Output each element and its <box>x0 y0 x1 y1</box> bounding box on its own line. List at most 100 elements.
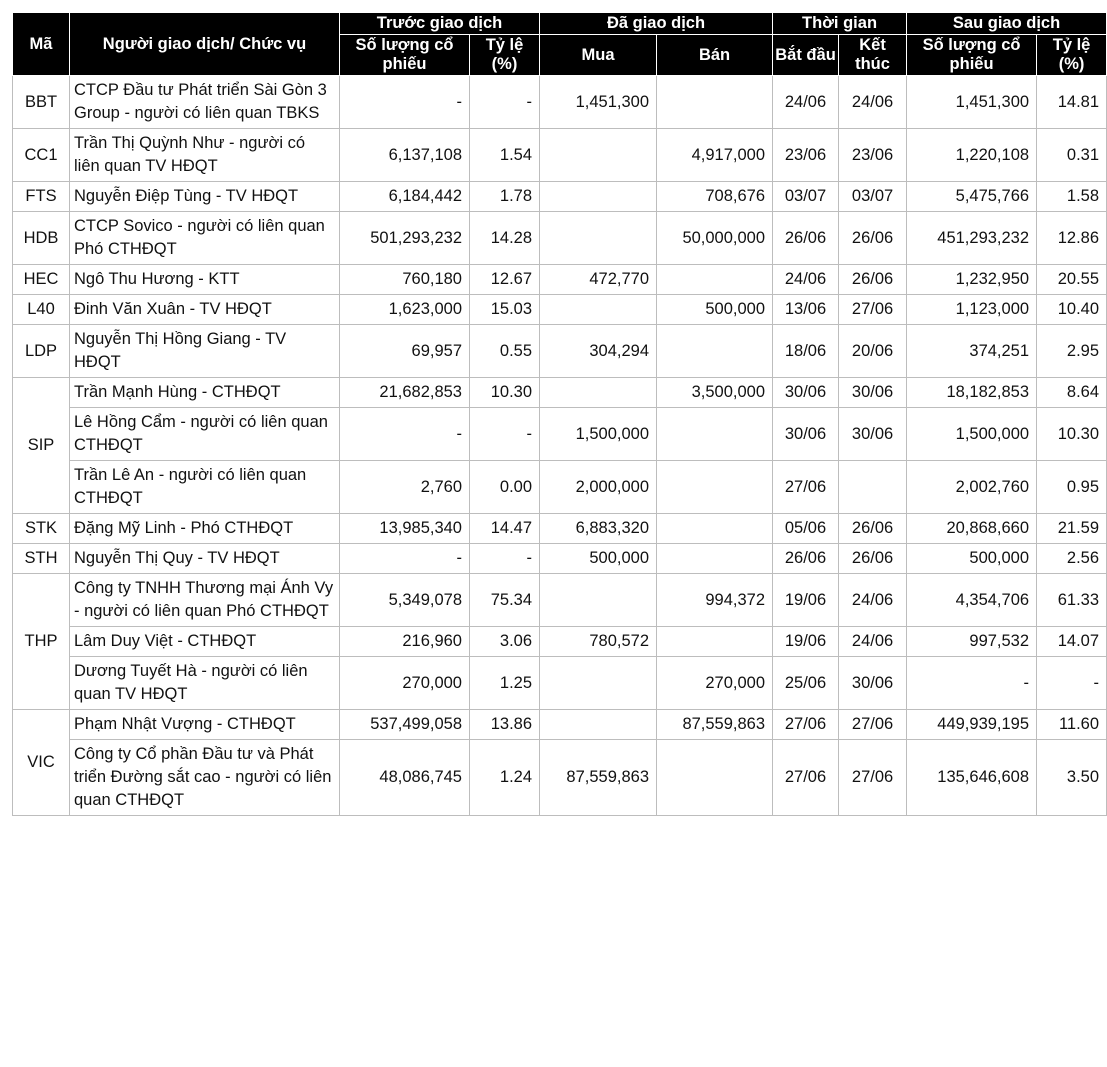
after-qty-cell: 449,939,195 <box>907 710 1037 740</box>
before-qty-cell: 6,137,108 <box>340 129 470 182</box>
before-ratio-cell: 0.00 <box>470 461 540 514</box>
end-date-cell: 26/06 <box>839 265 907 295</box>
start-date-cell: 24/06 <box>773 265 839 295</box>
person-cell: Trần Lê An - người có liên quan CTHĐQT <box>70 461 340 514</box>
end-date-cell: 27/06 <box>839 295 907 325</box>
header-end: Kết thúc <box>839 35 907 76</box>
after-qty-cell: 4,354,706 <box>907 574 1037 627</box>
stock-code-cell: STK <box>13 514 70 544</box>
end-date-cell: 30/06 <box>839 378 907 408</box>
end-date-cell: 24/06 <box>839 76 907 129</box>
person-cell: Lê Hồng Cẩm - người có liên quan CTHĐQT <box>70 408 340 461</box>
table-row: BBT CTCP Đầu tư Phát triển Sài Gòn 3 Grou… <box>13 76 1107 129</box>
before-qty-cell: 216,960 <box>340 627 470 657</box>
start-date-cell: 26/06 <box>773 544 839 574</box>
stock-code-cell: SIP <box>13 378 70 514</box>
start-date-cell: 27/06 <box>773 461 839 514</box>
before-qty-cell: 13,985,340 <box>340 514 470 544</box>
table-row: SIP Trần Mạnh Hùng - CTHĐQT 21,682,853 10.3… <box>13 378 1107 408</box>
start-date-cell: 27/06 <box>773 710 839 740</box>
end-date-cell: 27/06 <box>839 740 907 816</box>
start-date-cell: 25/06 <box>773 657 839 710</box>
buy-cell <box>540 378 657 408</box>
before-qty-cell: 48,086,745 <box>340 740 470 816</box>
person-cell: CTCP Sovico - người có liên quan Phó CTH… <box>70 212 340 265</box>
after-ratio-cell: 12.86 <box>1037 212 1107 265</box>
sell-cell: 50,000,000 <box>657 212 773 265</box>
table-row: Dương Tuyết Hà - người có liên quan TV H… <box>13 657 1107 710</box>
after-ratio-cell: 0.31 <box>1037 129 1107 182</box>
header-before-qty: Số lượng cổ phiếu <box>340 35 470 76</box>
buy-cell <box>540 710 657 740</box>
table-row: Trần Lê An - người có liên quan CTHĐQT 2,… <box>13 461 1107 514</box>
header-start: Bắt đầu <box>773 35 839 76</box>
before-qty-cell: - <box>340 544 470 574</box>
after-ratio-cell: 2.95 <box>1037 325 1107 378</box>
start-date-cell: 30/06 <box>773 378 839 408</box>
before-ratio-cell: 3.06 <box>470 627 540 657</box>
end-date-cell: 30/06 <box>839 408 907 461</box>
start-date-cell: 18/06 <box>773 325 839 378</box>
after-qty-cell: 1,123,000 <box>907 295 1037 325</box>
buy-cell <box>540 657 657 710</box>
before-ratio-cell: 12.67 <box>470 265 540 295</box>
before-ratio-cell: 15.03 <box>470 295 540 325</box>
start-date-cell: 19/06 <box>773 627 839 657</box>
buy-cell <box>540 182 657 212</box>
header-traded: Đã giao dịch <box>540 13 773 35</box>
end-date-cell: 24/06 <box>839 574 907 627</box>
header-after-ratio: Tỷ lệ (%) <box>1037 35 1107 76</box>
end-date-cell: 30/06 <box>839 657 907 710</box>
start-date-cell: 13/06 <box>773 295 839 325</box>
stock-code-cell: STH <box>13 544 70 574</box>
start-date-cell: 05/06 <box>773 514 839 544</box>
sell-cell: 3,500,000 <box>657 378 773 408</box>
before-ratio-cell: - <box>470 408 540 461</box>
stock-code-cell: CC1 <box>13 129 70 182</box>
sell-cell <box>657 740 773 816</box>
table-row: STK Đặng Mỹ Linh - Phó CTHĐQT 13,985,340 14… <box>13 514 1107 544</box>
after-ratio-cell: 8.64 <box>1037 378 1107 408</box>
start-date-cell: 26/06 <box>773 212 839 265</box>
sell-cell <box>657 514 773 544</box>
stock-code-cell: FTS <box>13 182 70 212</box>
table-row: HEC Ngô Thu Hương - KTT 760,180 12.67 472,77… <box>13 265 1107 295</box>
sell-cell <box>657 265 773 295</box>
sell-cell <box>657 627 773 657</box>
person-cell: Phạm Nhật Vượng - CTHĐQT <box>70 710 340 740</box>
after-ratio-cell: 21.59 <box>1037 514 1107 544</box>
after-ratio-cell: 14.07 <box>1037 627 1107 657</box>
before-qty-cell: - <box>340 408 470 461</box>
end-date-cell <box>839 461 907 514</box>
person-cell: Trần Mạnh Hùng - CTHĐQT <box>70 378 340 408</box>
table-row: HDB CTCP Sovico - người có liên quan Phó … <box>13 212 1107 265</box>
buy-cell: 304,294 <box>540 325 657 378</box>
before-qty-cell: 537,499,058 <box>340 710 470 740</box>
person-cell: Đặng Mỹ Linh - Phó CTHĐQT <box>70 514 340 544</box>
table-body: BBT CTCP Đầu tư Phát triển Sài Gòn 3 Grou… <box>13 76 1107 816</box>
after-qty-cell: 1,500,000 <box>907 408 1037 461</box>
before-ratio-cell: 10.30 <box>470 378 540 408</box>
stock-code-cell: L40 <box>13 295 70 325</box>
sell-cell: 500,000 <box>657 295 773 325</box>
header-before-ratio: Tỷ lệ (%) <box>470 35 540 76</box>
after-ratio-cell: 0.95 <box>1037 461 1107 514</box>
person-cell: Lâm Duy Việt - CTHĐQT <box>70 627 340 657</box>
before-ratio-cell: 75.34 <box>470 574 540 627</box>
before-ratio-cell: 13.86 <box>470 710 540 740</box>
after-qty-cell: 2,002,760 <box>907 461 1037 514</box>
person-cell: Nguyễn Thị Hồng Giang - TV HĐQT <box>70 325 340 378</box>
buy-cell <box>540 212 657 265</box>
start-date-cell: 27/06 <box>773 740 839 816</box>
person-cell: CTCP Đầu tư Phát triển Sài Gòn 3 Group -… <box>70 76 340 129</box>
sell-cell <box>657 408 773 461</box>
after-qty-cell: 18,182,853 <box>907 378 1037 408</box>
person-cell: Dương Tuyết Hà - người có liên quan TV H… <box>70 657 340 710</box>
stock-code-cell: BBT <box>13 76 70 129</box>
end-date-cell: 24/06 <box>839 627 907 657</box>
header-after: Sau giao dịch <box>907 13 1107 35</box>
start-date-cell: 23/06 <box>773 129 839 182</box>
start-date-cell: 03/07 <box>773 182 839 212</box>
after-qty-cell: 1,451,300 <box>907 76 1037 129</box>
before-qty-cell: 5,349,078 <box>340 574 470 627</box>
